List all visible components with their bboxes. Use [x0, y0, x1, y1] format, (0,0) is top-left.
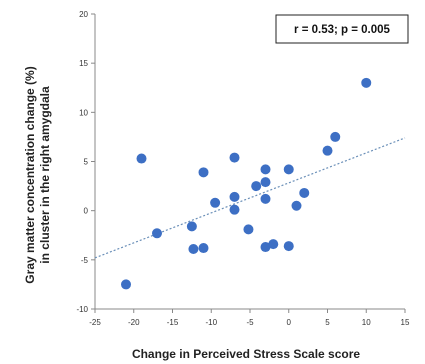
x-tick-label: 0 — [287, 318, 292, 327]
data-point — [210, 197, 221, 208]
data-point — [136, 153, 147, 164]
data-point — [322, 145, 333, 156]
data-points — [121, 77, 372, 290]
y-tick-label: 20 — [79, 10, 88, 19]
stats-text: r = 0.53; p = 0.005 — [294, 24, 391, 36]
y-tick-label: 10 — [79, 108, 88, 117]
data-point — [251, 181, 262, 192]
data-point — [152, 228, 162, 239]
data-point — [283, 164, 294, 175]
x-tick-label: 15 — [401, 318, 410, 327]
data-point — [330, 131, 341, 142]
data-point — [186, 221, 197, 232]
trend-line — [94, 137, 406, 259]
y-axis-title-line1: Gray matter concentration change (%) — [23, 66, 37, 283]
data-point — [198, 167, 209, 178]
data-point — [229, 152, 240, 163]
y-tick-label: 5 — [84, 158, 89, 167]
y-axis-ticks: -10 -5 0 5 10 15 20 — [76, 10, 95, 314]
y-axis-title-line2: in cluster in the right amygdala — [38, 86, 52, 264]
y-tick-label: 15 — [79, 59, 88, 68]
data-point — [291, 200, 302, 211]
data-point — [260, 242, 271, 253]
stats-annotation: r = 0.53; p = 0.005 — [275, 14, 409, 44]
data-point — [260, 177, 271, 188]
x-tick-label: -10 — [205, 318, 217, 327]
data-point — [229, 204, 240, 215]
x-tick-label: 5 — [325, 318, 330, 327]
data-point — [243, 224, 254, 235]
data-point — [268, 239, 279, 250]
y-tick-label: 0 — [84, 207, 89, 216]
x-tick-label: -5 — [246, 318, 254, 327]
data-point — [260, 164, 271, 175]
data-point — [121, 279, 131, 290]
y-axis-title: Gray matter concentration change (%) in … — [23, 66, 52, 283]
data-point — [260, 193, 271, 204]
data-point — [229, 191, 240, 202]
data-point — [299, 187, 310, 198]
data-point — [283, 241, 294, 252]
data-point — [361, 77, 372, 88]
x-axis-ticks: -25 -20 -15 -10 -5 0 5 10 15 — [89, 309, 410, 327]
x-tick-label: -25 — [89, 318, 101, 327]
y-tick-label: -10 — [76, 305, 88, 314]
x-tick-label: -20 — [128, 318, 140, 327]
stats-box — [275, 14, 409, 44]
data-point — [198, 243, 209, 254]
data-point — [188, 244, 199, 255]
x-axis-title: Change in Perceived Stress Scale score — [132, 347, 360, 361]
y-tick-label: -5 — [81, 256, 89, 265]
x-tick-label: 10 — [362, 318, 371, 327]
x-tick-label: -15 — [167, 318, 179, 327]
